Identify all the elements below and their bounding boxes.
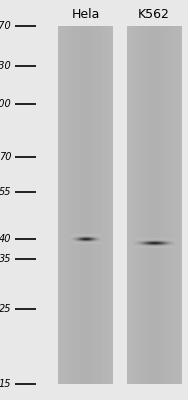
Text: 35: 35 (0, 254, 11, 264)
Text: 170: 170 (0, 21, 11, 31)
Text: 55: 55 (0, 188, 11, 198)
Text: Hela: Hela (71, 8, 100, 20)
Text: 130: 130 (0, 60, 11, 70)
Text: 40: 40 (0, 234, 11, 244)
Text: K562: K562 (138, 8, 170, 20)
Text: 70: 70 (0, 152, 11, 162)
Text: 100: 100 (0, 99, 11, 109)
Text: 25: 25 (0, 304, 11, 314)
Text: 15: 15 (0, 379, 11, 389)
